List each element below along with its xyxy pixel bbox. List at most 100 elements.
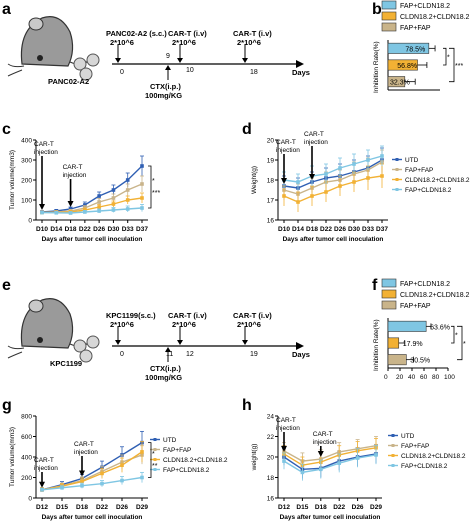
legend-label: FAP+CLDN18.2 [405,187,452,194]
y-axis-label: weight(g) [251,444,258,472]
schema-e-inoc-label: KPC1199(s.c.) [106,311,156,320]
data-point [140,196,144,200]
annotation-label: CAR-T [63,164,83,171]
y-axis-label: Inhibition Rate(%) [373,319,380,371]
schema-e-tick-0: 0 [120,351,124,358]
significance-label: *** [455,63,463,70]
series-line [41,442,143,491]
y-tick-label: 800 [21,414,32,421]
x-axis-label: Days after tumor cell inoculation [42,236,143,243]
bar [387,337,400,349]
data-point [380,174,384,178]
schema-e-cart1-label: CAR-T (i.v) [168,311,207,320]
annotation-label: CAR-T [276,139,296,146]
schema-a-axis-arrow [296,60,304,68]
y-tick-label: 20 [267,138,275,145]
x-axis-label: Days after tumor cell inoculation [42,514,143,521]
legend-label: FAP+CLDN18.2 [400,3,450,10]
data-point [83,203,87,207]
legend-marker [391,434,395,437]
panel-a: a PANC02-A2 Days PANC02-A2 (s.c.) 2*10^6… [2,1,310,100]
data-point [125,207,130,211]
series-line [283,159,383,189]
schema-a-cart2-label: CAR-T (i.v) [233,29,272,38]
y-tick-label: 400 [21,455,32,462]
x-tick-label: D22 [333,504,345,511]
series-line [283,454,377,474]
series-line [41,451,143,491]
data-point [338,184,342,188]
data-point [97,205,101,209]
data-point [100,471,104,476]
schema-e-axis-arrow [296,342,304,350]
legend-swatch [381,11,397,21]
data-point [80,483,84,488]
x-tick-label: D29 [136,504,148,511]
panel-label-a: a [2,1,11,18]
x-axis-label: Days after tumor cell inoculation [280,514,381,521]
series-line [283,161,383,195]
schema-e-axis-label: Days [292,350,310,359]
y-tick-label: 200 [21,475,32,482]
x-tick-label: D37 [136,226,148,233]
schema-a-cart2-dose: 2*10^6 [237,38,261,47]
chart-d: 16 17 18 19 20 D10 D14 D18 D22 D26 D30 D33 D37 Days a… [251,131,470,243]
data-label: 17.9% [403,341,423,348]
data-point [100,481,104,486]
schema-e-inoc-dose: 2*10^6 [110,320,134,329]
x-tick-label: D26 [116,504,128,511]
series-line [283,453,377,471]
data-point [120,478,124,483]
schema-a-inoc-label: PANC02-A2 (s.c.) [106,29,167,38]
x-tick-label: D33 [122,226,134,233]
y-axis-label: Tumor volume(mm3) [9,150,16,210]
data-point [366,158,370,162]
x-tick-label: D18 [65,226,77,233]
legend-label: FAP+FAP [400,25,431,32]
data-point [111,208,116,212]
y-tick-label: 300 [21,158,32,165]
data-point [125,188,130,192]
legend-label: UTD [405,157,419,164]
schema-a-cart1-label: CAR-T (i.v) [168,29,207,38]
y-tick-label: 19 [267,158,275,165]
annotation-arrowhead [281,178,287,184]
significance-label: * [455,333,458,340]
data-label: 56.8% [397,63,417,70]
x-tick-label: 60 [420,374,428,381]
data-point [296,180,300,184]
legend-label: CLDN18.2+CLDN18.2 [400,292,470,299]
significance-label: * [447,55,450,62]
annotation-label: CAR-T [313,431,333,438]
y-tick-label: 0 [28,496,32,503]
annotation-label: CAR-T [34,141,54,148]
x-tick-label: D22 [96,504,108,511]
data-point [111,188,116,192]
data-point [140,182,144,186]
data-point [68,211,73,215]
data-point [54,211,59,215]
x-tick-label: D26 [352,504,364,511]
data-point [140,206,144,210]
legend-marker [391,454,395,457]
legend-label: CLDN18.2+CLDN18.2 [405,177,470,184]
legend-label: FAP+FAP [400,303,431,310]
legend-marker [153,438,157,441]
schema-a-cart1-dose: 2*10^6 [172,38,196,47]
data-point [300,470,305,475]
panel-label-d: d [242,121,252,138]
chart-c: 0 100 200 300 400 D10 D14 D18 D22 D26 D30 D33 D37 Day… [9,138,160,244]
legend-label: CLDN18.2+CLDN18.2 [401,453,466,460]
series-line [41,207,143,214]
bar [387,354,407,366]
x-tick-label: D12 [278,504,290,511]
legend-marker [395,188,399,191]
annotation-label: injection [34,149,58,156]
panel-e: e KPC1199 Days KPC1199(s.c.) 2*10^6 CAR-… [2,277,310,382]
data-point [97,209,101,213]
significance-bracket [449,47,455,83]
schema-e-tumor-label: KPC1199 [50,359,82,368]
x-tick-label: D30 [348,226,360,233]
legend-marker [153,468,157,471]
